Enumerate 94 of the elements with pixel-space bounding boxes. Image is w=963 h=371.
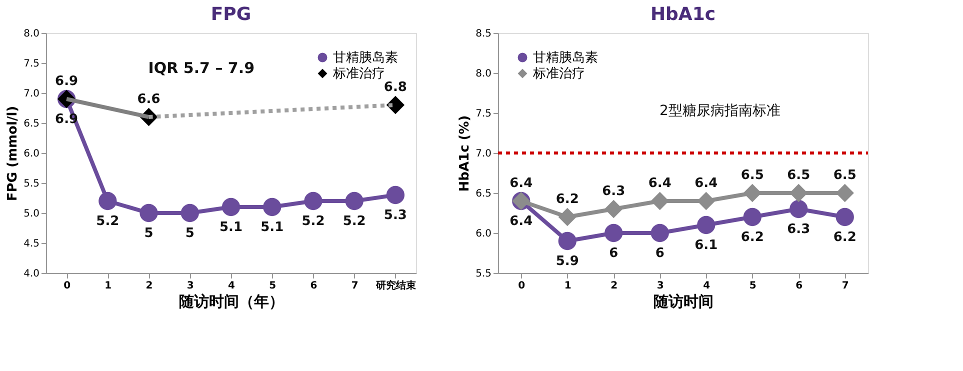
data-label: 5.1 bbox=[219, 220, 243, 235]
legend-label: 甘精胰岛素 bbox=[533, 50, 598, 66]
point bbox=[558, 208, 576, 226]
point bbox=[790, 184, 808, 202]
data-label: 6.5 bbox=[833, 168, 856, 183]
point bbox=[558, 232, 576, 250]
y-tick-label: 7.0 bbox=[476, 148, 492, 160]
y-tick-label: 7.5 bbox=[476, 108, 492, 120]
data-label: 5 bbox=[185, 226, 194, 241]
y-axis-title: FPG (mmol/l) bbox=[6, 106, 21, 202]
x-tick-label: 1 bbox=[564, 280, 572, 292]
point bbox=[386, 186, 405, 204]
point bbox=[650, 224, 669, 242]
point bbox=[836, 208, 854, 226]
point bbox=[650, 192, 669, 210]
data-label: 6.4 bbox=[510, 176, 533, 191]
data-label: 5.2 bbox=[96, 214, 120, 229]
ref-line-label: 2型糖尿病指南标准 bbox=[660, 103, 780, 119]
x-axis-title: 随访时间 bbox=[654, 292, 714, 310]
x-tick-label: 3 bbox=[656, 280, 664, 292]
point bbox=[222, 198, 240, 216]
y-tick-label: 5.5 bbox=[476, 268, 492, 280]
chart-title: HbA1c bbox=[650, 4, 716, 25]
data-label: 6.5 bbox=[740, 168, 764, 183]
y-tick-label: 8.0 bbox=[476, 68, 492, 80]
x-tick-label: 3 bbox=[186, 280, 194, 292]
x-tick-label: 7 bbox=[842, 280, 849, 292]
y-tick-label: 4.0 bbox=[24, 268, 40, 280]
data-label: 5.3 bbox=[384, 208, 407, 223]
data-label: 6.9 bbox=[55, 74, 78, 89]
point bbox=[98, 192, 117, 210]
data-label: 5 bbox=[144, 226, 154, 241]
point bbox=[743, 184, 762, 202]
point bbox=[743, 208, 762, 226]
data-label: 6.3 bbox=[602, 184, 626, 199]
point bbox=[604, 224, 623, 242]
data-label: 6.2 bbox=[740, 230, 764, 245]
legend-label: 甘精胰岛素 bbox=[333, 50, 398, 66]
data-label: 6.5 bbox=[787, 168, 810, 183]
y-tick-label: 8.0 bbox=[24, 28, 40, 40]
x-tick-label: 5 bbox=[749, 280, 756, 292]
point bbox=[263, 198, 282, 216]
chart-title: FPG bbox=[210, 4, 252, 25]
point bbox=[836, 184, 854, 202]
point bbox=[697, 192, 716, 210]
x-tick-label: 6 bbox=[310, 280, 318, 292]
y-tick-label: 6.0 bbox=[24, 148, 40, 160]
x-tick-label: 5 bbox=[269, 280, 276, 292]
point bbox=[140, 204, 158, 222]
y-tick-label: 6.5 bbox=[24, 118, 40, 130]
data-label: 5.9 bbox=[556, 254, 579, 269]
data-label: 6.2 bbox=[556, 192, 579, 207]
data-label: 6 bbox=[609, 246, 618, 261]
y-axis-title: HbA1c (%) bbox=[458, 115, 473, 192]
x-tick-label: 7 bbox=[351, 280, 358, 292]
data-label: 6.4 bbox=[510, 214, 533, 229]
x-tick-label: 0 bbox=[518, 280, 526, 292]
point bbox=[180, 204, 199, 222]
y-tick-label: 5.0 bbox=[24, 208, 40, 220]
data-label: 6.1 bbox=[694, 238, 718, 253]
y-tick-label: 8.5 bbox=[476, 28, 492, 40]
data-label: 6.2 bbox=[833, 230, 856, 245]
x-tick-label: 4 bbox=[703, 280, 710, 292]
y-tick-label: 5.5 bbox=[24, 178, 40, 190]
x-tick-label: 6 bbox=[796, 280, 803, 292]
data-label: 5.2 bbox=[342, 214, 366, 229]
data-label: 6.3 bbox=[787, 222, 810, 237]
point bbox=[790, 200, 808, 218]
point bbox=[604, 200, 623, 218]
x-tick-label: 2 bbox=[610, 280, 618, 292]
y-tick-label: 6.5 bbox=[476, 188, 492, 200]
y-tick-label: 7.5 bbox=[24, 58, 40, 70]
legend-label: 标准治疗 bbox=[332, 66, 385, 82]
data-label: 6 bbox=[655, 246, 664, 261]
data-label: 6.4 bbox=[694, 176, 718, 191]
x-tick-label: 研究结束 bbox=[374, 280, 416, 292]
point bbox=[304, 192, 322, 210]
annotation: IQR 5.7 – 7.9 bbox=[148, 59, 254, 77]
data-label: 6.4 bbox=[648, 176, 672, 191]
point bbox=[697, 216, 716, 234]
data-label: 6.6 bbox=[137, 92, 160, 107]
data-label: 5.1 bbox=[260, 220, 284, 235]
x-tick-label: 2 bbox=[146, 280, 153, 292]
data-label: 6.8 bbox=[384, 80, 407, 95]
y-tick-label: 6.0 bbox=[476, 228, 492, 240]
point bbox=[345, 192, 364, 210]
x-axis-title: 随访时间（年） bbox=[179, 292, 284, 310]
legend-label: 标准治疗 bbox=[532, 66, 585, 82]
data-label: 5.2 bbox=[302, 214, 325, 229]
y-tick-label: 7.0 bbox=[24, 88, 40, 100]
x-tick-label: 4 bbox=[228, 280, 236, 292]
x-tick-label: 1 bbox=[104, 280, 112, 292]
x-tick-label: 0 bbox=[64, 280, 71, 292]
y-tick-label: 4.5 bbox=[24, 238, 40, 250]
